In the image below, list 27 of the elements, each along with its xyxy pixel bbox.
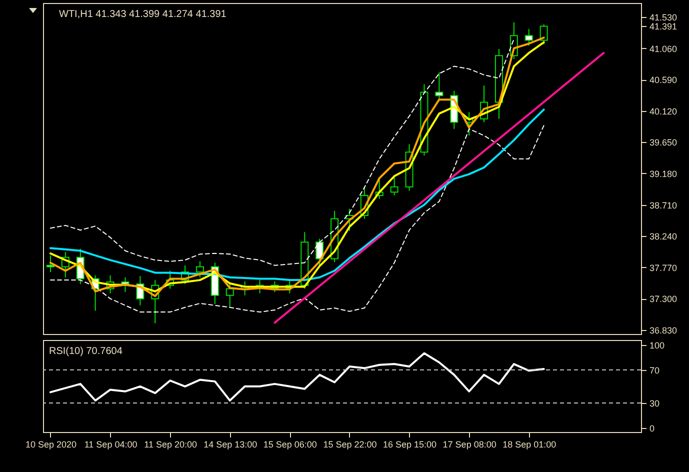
y-tick-label: 39.180	[650, 168, 678, 179]
y-tick-label: 40.590	[650, 75, 678, 86]
y-tick-label: 41.530	[650, 12, 678, 22]
y-tick-label: 70	[650, 365, 660, 376]
x-tick-label: 17 Sep 08:00	[442, 440, 496, 450]
text: RSI(10) 70.7604	[49, 346, 123, 357]
x-tick-label: 15 Sep 06:00	[263, 440, 317, 450]
x-tick-label: 18 Sep 01:00	[502, 440, 556, 450]
x-tick-label: 11 Sep 04:00	[84, 440, 138, 450]
x-tick-label: 14 Sep 13:00	[204, 440, 258, 450]
y-tick-label: 100	[650, 340, 665, 350]
y-tick-label: 37.770	[650, 262, 678, 273]
y-tick-label: 30	[650, 398, 660, 408]
y-tick-label: 38.240	[650, 232, 678, 242]
x-tick-label: 11 Sep 20:00	[144, 440, 198, 450]
x-tick-label: 10 Sep 2020	[25, 440, 76, 450]
text: WTI,H1 41.343 41.399 41.274 41.391	[59, 9, 227, 20]
y-tick-label: 41.391	[650, 22, 678, 32]
x-tick-label: 16 Sep 15:00	[382, 440, 437, 450]
y-tick-label: 40.120	[650, 106, 678, 116]
y-tick-label: 38.710	[650, 200, 678, 210]
y-tick-label: 37.300	[650, 294, 678, 304]
y-tick-label: 36.830	[650, 326, 678, 336]
y-tick-label: 0	[650, 423, 655, 434]
y-tick-label: 39.650	[650, 138, 678, 148]
y-tick-label: 41.060	[650, 44, 678, 54]
x-tick-label: 15 Sep 22:00	[323, 440, 377, 450]
